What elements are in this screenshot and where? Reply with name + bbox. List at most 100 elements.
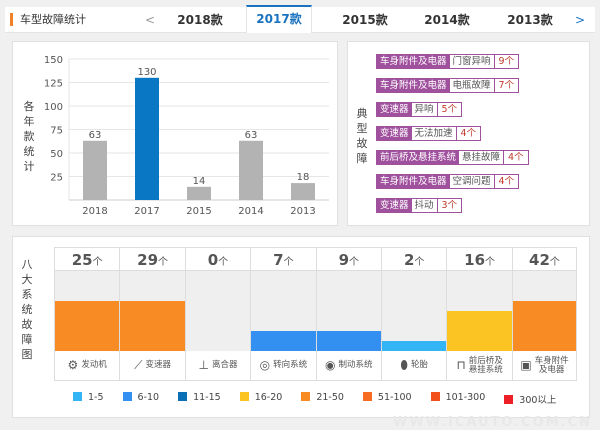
prev-arrow[interactable]: < — [145, 13, 156, 27]
steering-wheel-icon: ◎ — [259, 358, 271, 372]
legend-swatch — [73, 392, 82, 401]
typical-faults-label: 典型故障 — [356, 107, 368, 165]
tab-2014[interactable]: 2014款 — [424, 13, 470, 27]
system-bar — [120, 301, 185, 351]
fault-name: 空调问题 — [450, 175, 495, 188]
count-value: 42 — [529, 251, 550, 269]
legend-label: 300以上 — [519, 395, 557, 406]
y-tick-label: 50 — [50, 149, 63, 160]
system-bar-area — [120, 271, 185, 351]
system-count: 2个 — [382, 247, 447, 271]
system-bar — [382, 341, 447, 351]
tire-icon: ⬮ — [400, 358, 408, 372]
legend-item: 6-10 — [122, 392, 160, 406]
system-bar-area — [185, 271, 251, 351]
legend-swatch — [504, 395, 514, 404]
legend-swatch — [430, 392, 440, 401]
system-count: 7个 — [251, 247, 316, 271]
legend-label: 6-10 — [137, 392, 160, 403]
count-value: 9 — [338, 251, 349, 269]
system-bar-area — [512, 271, 577, 351]
count-unit: 个 — [218, 257, 229, 268]
y-tick-label: 125 — [44, 79, 63, 90]
fault-item[interactable]: 车身附件及电器 空调问题 4个 — [376, 174, 520, 189]
system-label[interactable]: ◎ 转向系统 — [251, 351, 316, 381]
fault-category: 变速器 — [377, 127, 412, 140]
x-tick-label: 2013 — [290, 206, 315, 217]
system-name: 制动系统 — [338, 360, 373, 370]
bar-2013 — [291, 183, 315, 200]
legend-item: 21-50 — [301, 392, 344, 406]
engine-icon: ⚙ — [67, 358, 79, 372]
brake-disc-icon: ◉ — [325, 358, 336, 372]
y-tick-label: 75 — [50, 126, 63, 137]
systems-panel: 八大系统故障图 25个 ⚙ 发动机 29个 ⟋ 变速器 0个 ⊥ 离合器 7个 ◎ 转向… — [12, 236, 590, 418]
legend-swatch — [178, 392, 188, 401]
fault-item[interactable]: 车身附件及电器 电瓶故障 7个 — [376, 78, 520, 93]
system-bar-area — [251, 271, 316, 351]
system-label[interactable]: ◉ 制动系统 — [316, 351, 381, 381]
fault-item[interactable]: 变速器 抖动 3个 — [376, 198, 463, 213]
system-column: 25个 ⚙ 发动机 — [54, 247, 120, 381]
bar-2015 — [187, 186, 211, 200]
year-tabs: 车型故障统计 < 2018款 2017款 2015款 2014款 2013款 > — [5, 5, 595, 33]
system-bar-area — [316, 271, 381, 351]
legend-item: 1-5 — [73, 392, 104, 406]
fault-count: 4个 — [460, 128, 477, 139]
legend-swatch — [239, 392, 249, 401]
system-bar — [447, 311, 512, 351]
data-label: 63 — [245, 130, 258, 141]
system-name: 前后桥及悬挂系统 — [468, 355, 503, 375]
system-count: 29个 — [120, 247, 185, 271]
fault-item[interactable]: 前后桥及悬挂系统 悬挂故障 4个 — [376, 150, 529, 165]
fault-item[interactable]: 车身附件及电器 门窗异响 9个 — [376, 54, 520, 69]
fault-category: 车身附件及电器 — [377, 55, 450, 68]
system-column: 29个 ⟋ 变速器 — [119, 247, 185, 381]
count-unit: 个 — [549, 257, 560, 268]
section-title: 车型故障统计 — [10, 13, 86, 26]
next-arrow[interactable]: > — [575, 13, 586, 27]
tab-2018[interactable]: 2018款 — [177, 13, 223, 27]
system-count: 16个 — [447, 247, 512, 271]
system-bar-area — [447, 271, 512, 351]
count-value: 29 — [137, 251, 159, 269]
system-label[interactable]: ⚙ 发动机 — [55, 351, 120, 381]
tab-2015[interactable]: 2015款 — [342, 13, 388, 27]
system-name: 发动机 — [81, 360, 107, 370]
fault-item[interactable]: 变速器 异响 5个 — [376, 102, 463, 117]
system-label[interactable]: ⊓ 前后桥及悬挂系统 — [447, 351, 512, 381]
system-bar — [316, 331, 381, 351]
system-count: 25个 — [55, 247, 120, 271]
fault-count: 7个 — [498, 80, 515, 91]
system-bar — [512, 301, 577, 351]
system-label[interactable]: ▣ 车身附件及电器 — [512, 351, 577, 381]
system-name: 车身附件及电器 — [534, 355, 569, 375]
typical-faults-panel: 典型故障 车身附件及电器 门窗异响 9个 车身附件及电器 电瓶故障 7个 变速器… — [347, 41, 590, 226]
bar-2017 — [135, 77, 159, 200]
battery-icon: ▣ — [520, 358, 532, 372]
system-bar — [251, 331, 316, 351]
system-column: 16个 ⊓ 前后桥及悬挂系统 — [446, 247, 512, 381]
gear-shift-icon: ⟋ — [134, 358, 143, 372]
data-label: 130 — [137, 67, 156, 78]
tab-2013[interactable]: 2013款 — [507, 13, 553, 27]
system-column: 2个 ⬮ 轮胎 — [381, 247, 447, 381]
fault-item[interactable]: 变速器 无法加速 4个 — [376, 126, 482, 141]
systems-label: 八大系统故障图 — [21, 258, 33, 361]
legend: 1-5 6-10 11-15 16-20 21-50 51-100 101-300 300以上 — [73, 392, 556, 406]
tab-2017[interactable]: 2017款 — [246, 5, 312, 33]
x-tick-label: 2015 — [186, 206, 211, 217]
count-value: 25 — [71, 251, 93, 269]
system-count: 42个 — [512, 247, 577, 271]
system-label[interactable]: ⬮ 轮胎 — [382, 351, 447, 381]
legend-item: 101-300 — [430, 392, 485, 406]
count-unit: 个 — [485, 257, 496, 268]
system-name: 转向系统 — [273, 360, 308, 370]
system-label[interactable]: ⟋ 变速器 — [120, 351, 185, 381]
fault-name: 电瓶故障 — [450, 79, 495, 92]
y-tick-label: 25 — [50, 173, 63, 184]
fault-count: 4个 — [508, 152, 524, 163]
system-label[interactable]: ⊥ 离合器 — [185, 351, 251, 381]
system-count: 0个 — [185, 247, 251, 271]
legend-label: 21-50 — [316, 392, 344, 403]
